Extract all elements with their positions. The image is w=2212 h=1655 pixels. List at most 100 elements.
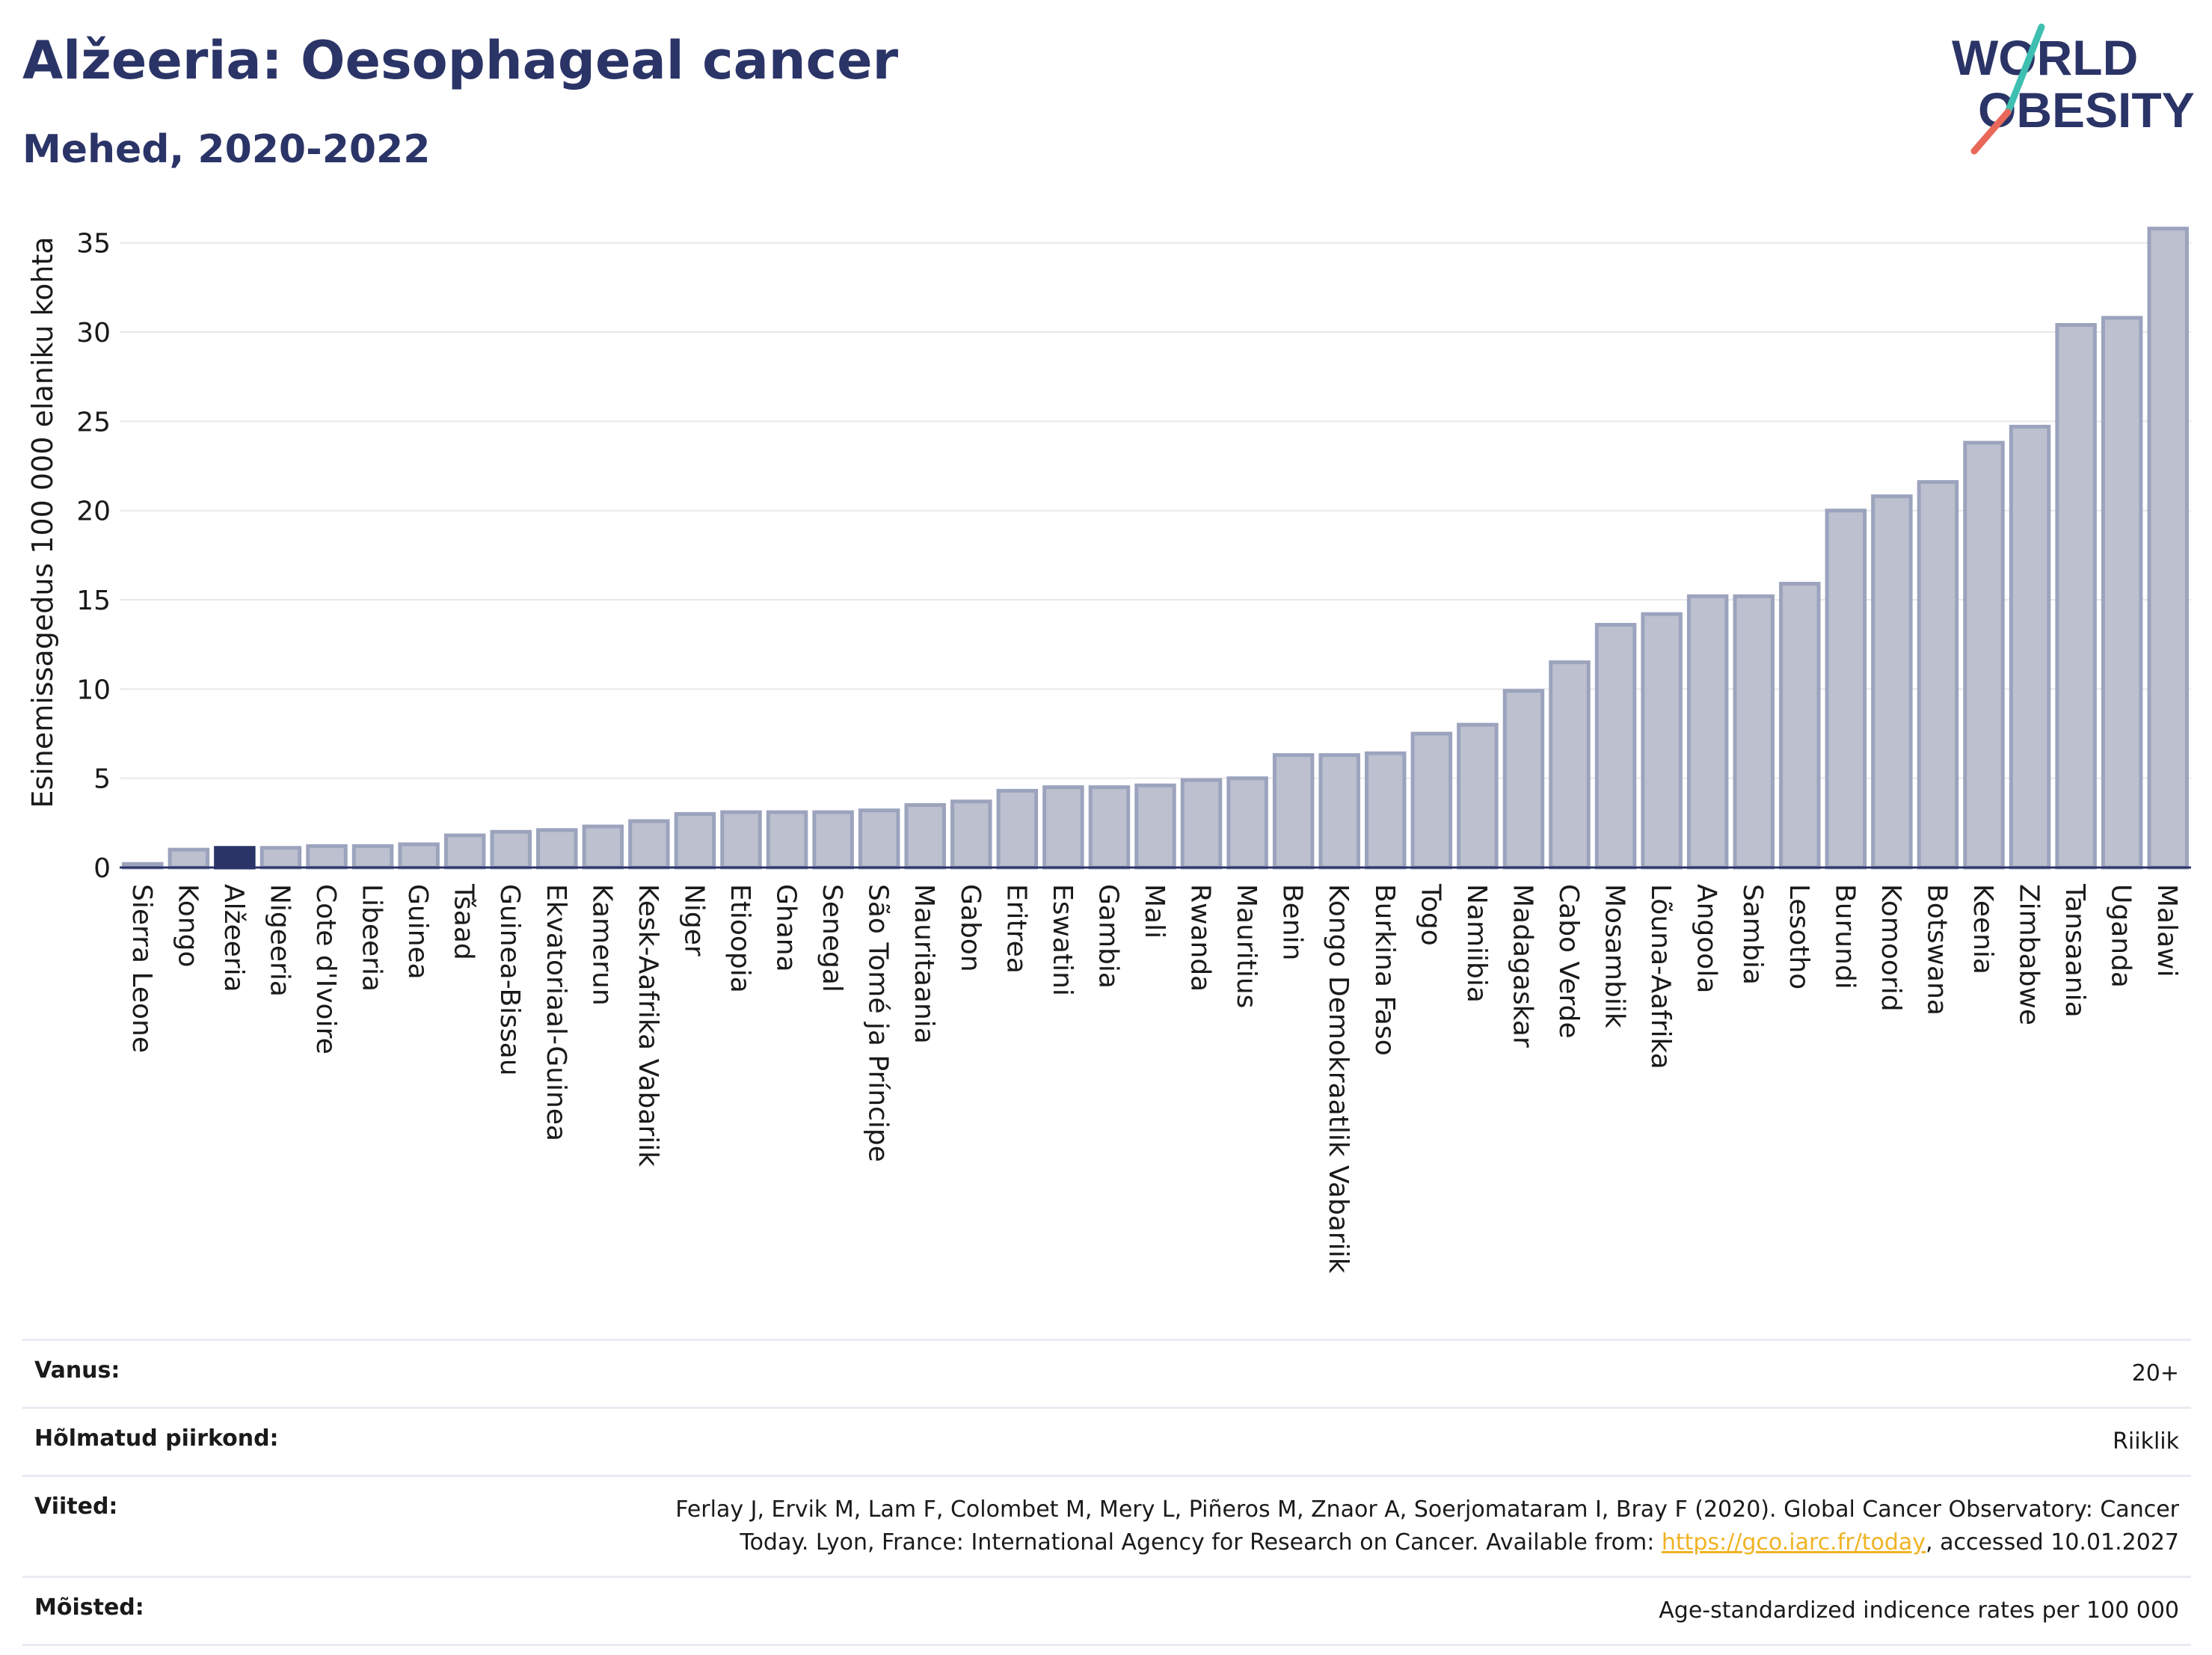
- bar: [351, 844, 394, 870]
- x-tick-label: Mali: [1139, 884, 1170, 939]
- x-tick-label: Benin: [1277, 884, 1308, 960]
- x-tick-label: São Tomé ja Príncipe: [863, 884, 894, 1162]
- bar: [1410, 731, 1453, 870]
- x-tick-label: Mauritius: [1231, 884, 1262, 1008]
- bar: [1917, 480, 1959, 870]
- x-tick-label: Cabo Verde: [1553, 884, 1584, 1039]
- x-tick-label: Angoola: [1692, 884, 1722, 993]
- x-tick-label: Guinea-Bissau: [494, 884, 525, 1076]
- bar: [443, 833, 486, 870]
- bar: [1272, 753, 1315, 870]
- bar: [858, 808, 900, 870]
- region-value: Riiklik: [2113, 1428, 2179, 1455]
- references-link[interactable]: https://gco.iarc.fr/today: [1661, 1529, 1926, 1556]
- info-row-age: Vanus: 20+: [22, 1339, 2191, 1407]
- bar: [628, 819, 670, 870]
- x-tick-label: Eritrea: [1001, 884, 1031, 974]
- bar: [1779, 582, 1821, 870]
- age-label: Vanus:: [34, 1357, 120, 1384]
- x-tick-label: Uganda: [2106, 884, 2136, 988]
- references-accessed: , accessed 10.01.2027: [1926, 1529, 2179, 1556]
- definitions-label: Mõisted:: [34, 1594, 144, 1621]
- x-tick-label: Libeeria: [357, 884, 387, 992]
- x-tick-label: Madagaskar: [1507, 884, 1537, 1048]
- info-row-region: Hõlmatud piirkond: Riiklik: [22, 1407, 2191, 1475]
- y-tick-label: 0: [93, 853, 111, 884]
- x-tick-label: Sierra Leone: [126, 884, 157, 1053]
- bar-chart: 0 5 10 15 20 25 30 35 Esinemissagedus 100 000 el…: [26, 227, 2191, 1274]
- x-tick-label: Kongo Demokraatlik Vabariik: [1323, 884, 1354, 1274]
- x-tick-label: Sambia: [1737, 884, 1768, 985]
- bar: [1594, 622, 1637, 870]
- bar: [720, 810, 762, 870]
- x-tick-label: Rwanda: [1185, 884, 1216, 992]
- x-tick-label: Ghana: [771, 884, 802, 972]
- bar: [1365, 751, 1407, 870]
- bar: [2055, 323, 2097, 870]
- bar: [950, 799, 992, 870]
- x-tick-label: Gambia: [1093, 884, 1123, 989]
- age-value: 20+: [2131, 1360, 2179, 1387]
- bar: [1088, 785, 1131, 870]
- bar: [1180, 778, 1223, 870]
- page-subtitle: Mehed, 2020-2022: [22, 127, 431, 172]
- x-tick-label: Togo: [1415, 883, 1446, 946]
- bar: [536, 828, 578, 870]
- world-obesity-logo: WORLD OBESITY: [1952, 23, 2195, 155]
- bar: [812, 810, 854, 870]
- y-tick-label: 10: [76, 675, 111, 705]
- y-tick-label: 20: [76, 497, 111, 527]
- y-tick-label: 30: [76, 318, 111, 348]
- x-tick-label: Tansaania: [2059, 883, 2090, 1018]
- bar: [490, 829, 532, 870]
- bar: [996, 788, 1039, 870]
- bar: [766, 810, 808, 870]
- bar: [1226, 776, 1268, 870]
- bar: [2147, 227, 2189, 870]
- x-tick-label: Mosambiik: [1600, 884, 1630, 1028]
- x-tick-label: Senegal: [817, 884, 847, 992]
- logo-slash-coral: [1970, 108, 2012, 155]
- x-tick-label: Nigeeria: [264, 884, 295, 997]
- x-tick-label: Komoorid: [1875, 884, 1906, 1012]
- x-tick-label: Niger: [678, 884, 709, 957]
- x-tick-label: Keenia: [1967, 884, 1998, 974]
- x-tick-label: Mauritaania: [909, 884, 939, 1044]
- bar: [582, 824, 624, 870]
- bar: [1686, 594, 1729, 870]
- bar: [1641, 612, 1683, 870]
- x-tick-label: Kamerun: [586, 884, 617, 1006]
- x-tick-label: Kesk-Aafrika Vabariik: [633, 884, 663, 1167]
- bar: [1134, 783, 1176, 870]
- references-label: Viited:: [34, 1493, 118, 1520]
- bar: [1963, 440, 2005, 870]
- logo-slash-teal: [2004, 23, 2045, 116]
- bar: [1502, 689, 1545, 870]
- x-tick-label: Lesotho: [1784, 884, 1814, 989]
- y-tick-label: 15: [76, 586, 111, 616]
- x-tick-label: Namiibia: [1461, 884, 1492, 1003]
- info-row-definitions: Mõisted: Age-standardized indicence rate…: [22, 1576, 2191, 1646]
- bar: [214, 846, 256, 870]
- x-tick-label: Botswana: [1921, 884, 1952, 1016]
- x-tick-label: Tšaad: [449, 883, 479, 960]
- x-tick-label: Cote d'Ivoire: [310, 884, 341, 1054]
- page-title: Alžeeria: Oesophageal cancer: [22, 30, 899, 91]
- x-tick-label: Gabon: [955, 884, 986, 972]
- x-tick-label: Lõuna-Aafrika: [1645, 884, 1676, 1069]
- y-tick-label: 25: [76, 407, 111, 437]
- bar: [1318, 753, 1360, 870]
- x-tick-label: Ekvatoriaal-Guinea: [541, 884, 571, 1141]
- bar: [1733, 594, 1775, 870]
- bar: [2101, 316, 2143, 870]
- x-tick-label: Guinea: [402, 884, 433, 980]
- references-value: Ferlay J, Ervik M, Lam F, Colombet M, Me…: [609, 1493, 2179, 1559]
- info-table: Vanus: 20+ Hõlmatud piirkond: Riiklik Vi…: [22, 1339, 2191, 1646]
- bar: [168, 847, 210, 870]
- x-tick-label: Malawi: [2151, 884, 2182, 977]
- definitions-value: Age-standardized indicence rates per 100…: [1659, 1597, 2179, 1624]
- region-label: Hõlmatud piirkond:: [34, 1425, 279, 1452]
- bar: [1042, 785, 1084, 870]
- x-tick-label: Alžeeria: [218, 884, 249, 992]
- x-tick-label: Zimbabwe: [2014, 884, 2044, 1025]
